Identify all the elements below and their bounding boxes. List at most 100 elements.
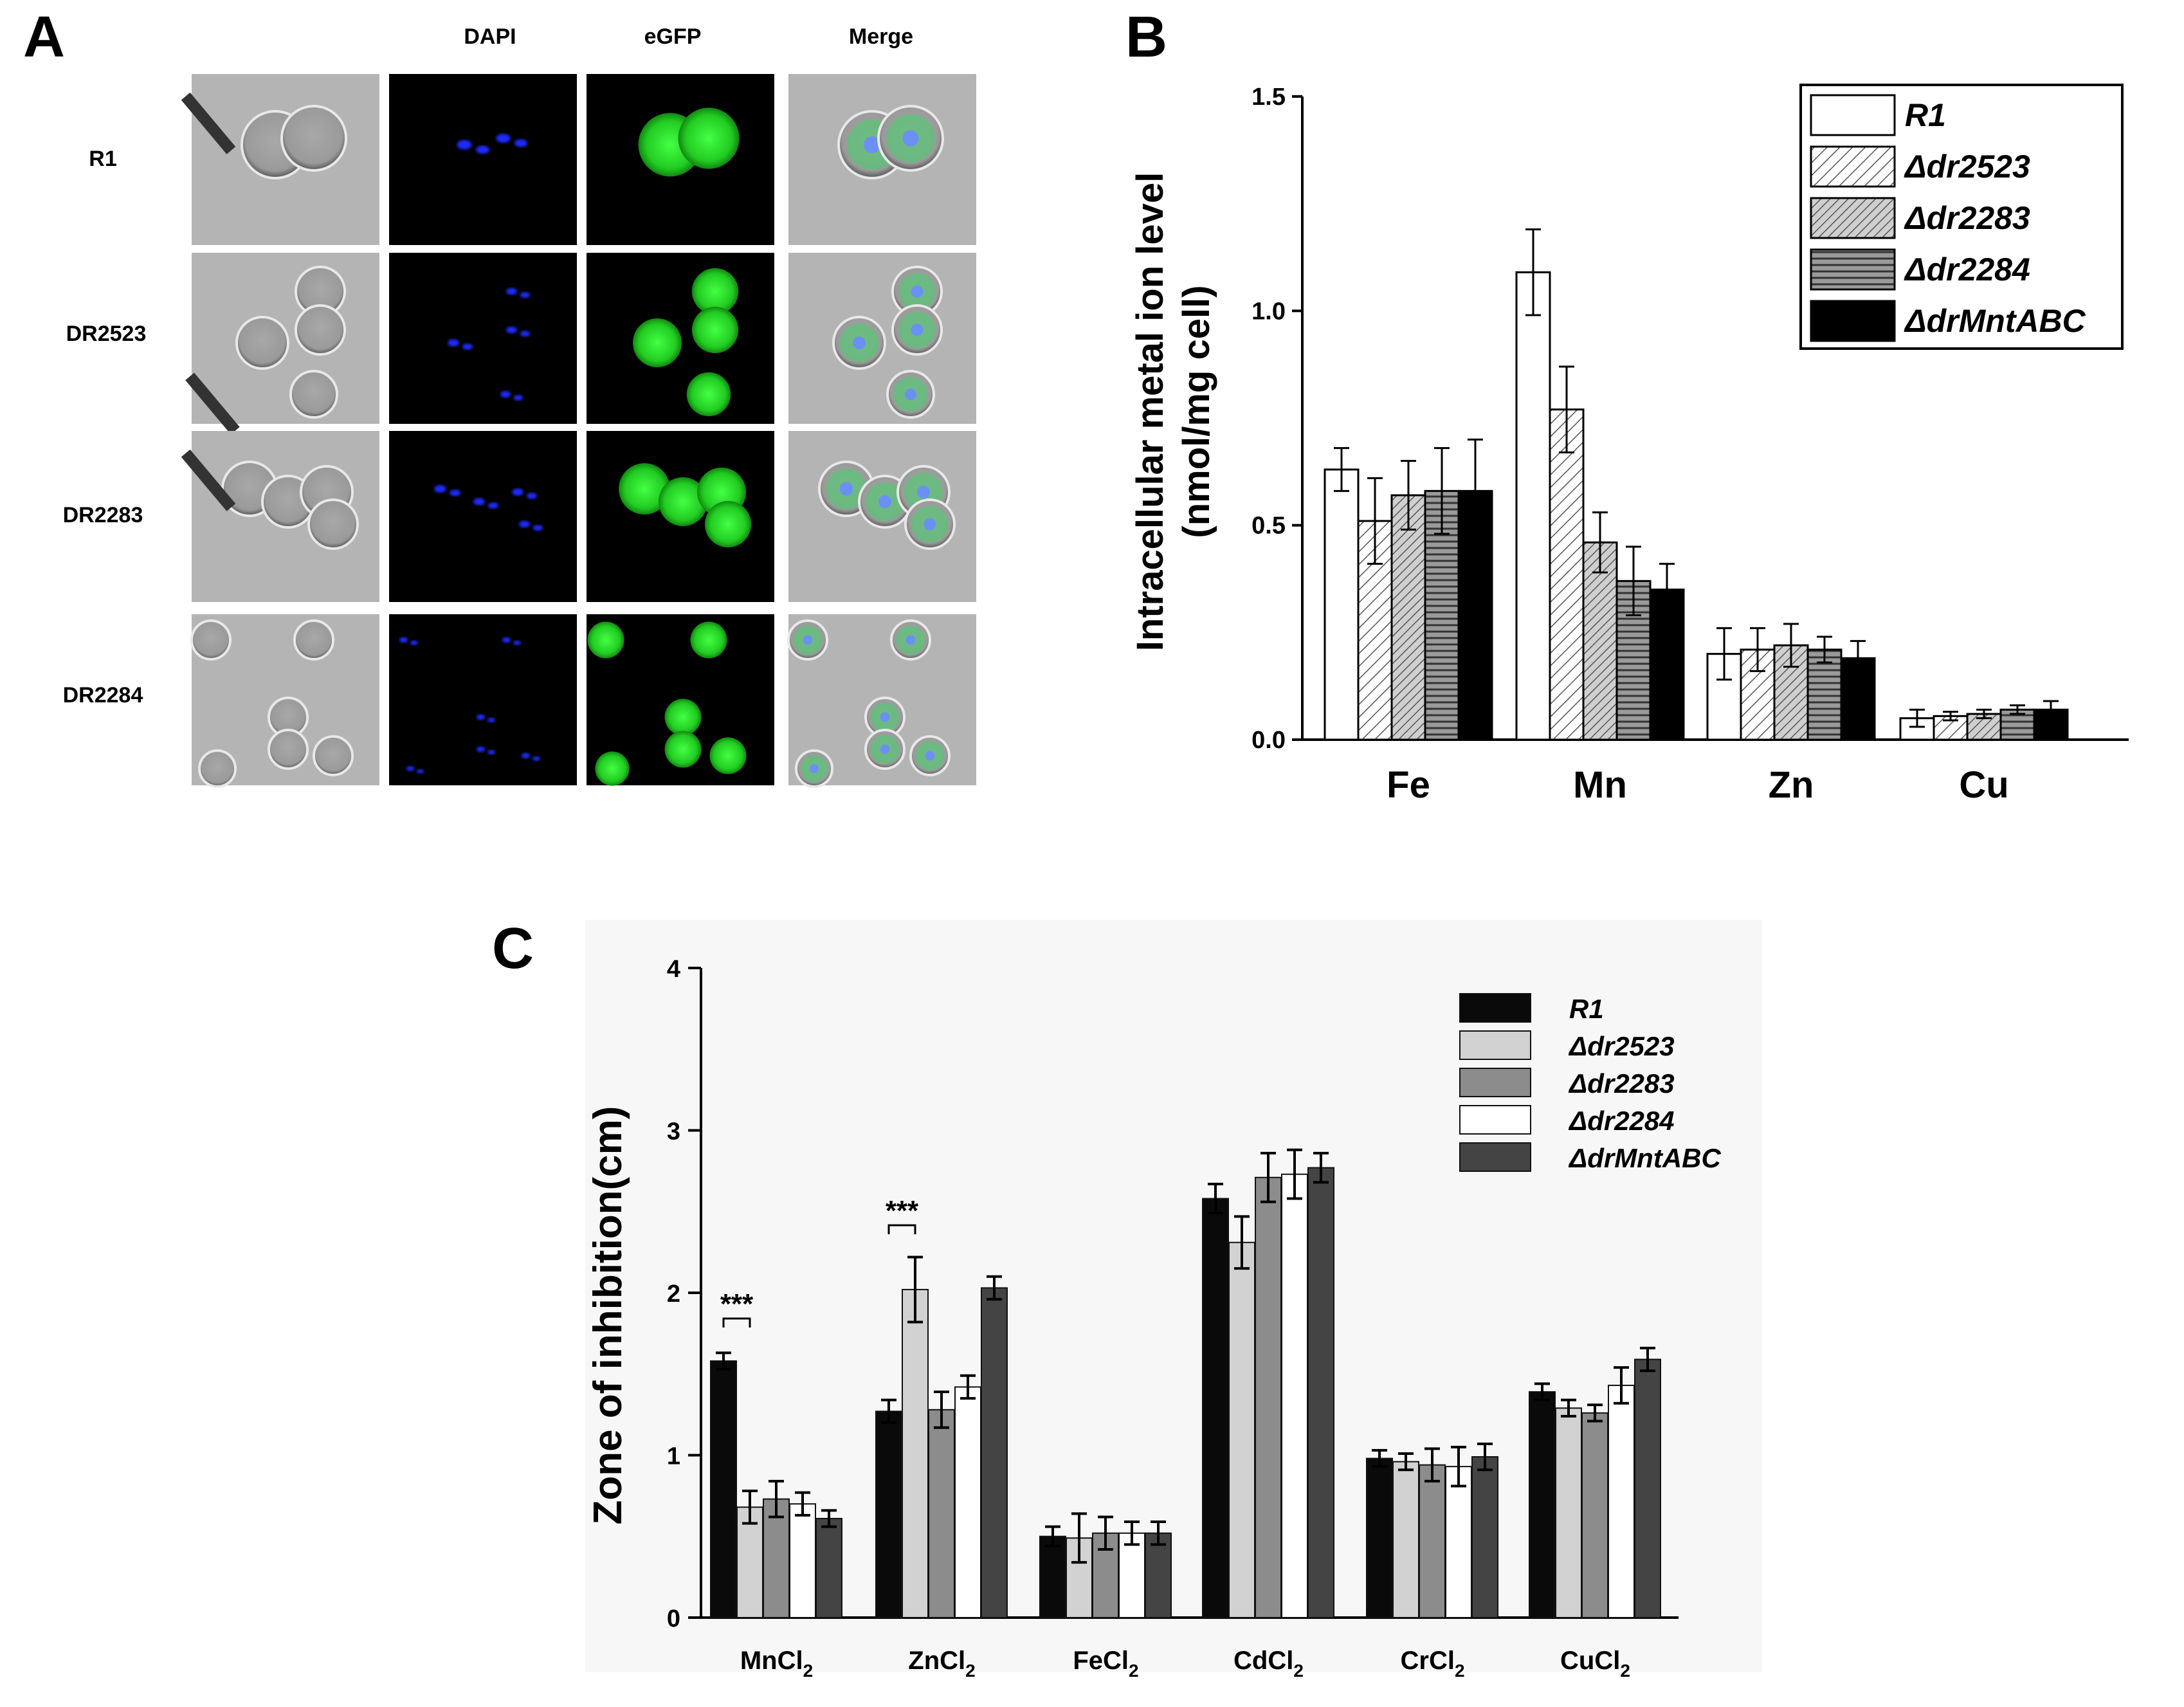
row-label-r1: R1 xyxy=(89,147,116,171)
panel-c-bar xyxy=(1118,1532,1145,1618)
panel-c: C Zone of inhibition(cm) 0 1 2 3 4 MnCl2 ZnCl2… xyxy=(492,917,1762,1681)
nucleoid-dapi xyxy=(513,395,523,401)
panel-b-y-tick-label: 1.5 xyxy=(1251,84,1286,111)
nucleoid-dapi xyxy=(399,637,408,643)
panel-c-y-tick-label: 0 xyxy=(667,1605,680,1632)
cell-merge-nucleus xyxy=(911,324,924,336)
panel-c-category-subscript: 2 xyxy=(1129,1661,1139,1681)
nucleoid-dapi xyxy=(527,493,537,499)
panel-b-legend: R1 Δdr2523 Δdr2283 Δdr2284 ΔdrMntABC xyxy=(1799,84,2124,350)
micrograph-egfp xyxy=(587,253,774,424)
cell-merge-nucleus xyxy=(925,751,935,761)
panel-c-significance-bracket xyxy=(722,1317,751,1328)
panel-c-category-subscript: 2 xyxy=(1620,1661,1630,1681)
panel-c-category-label: MnCl2 xyxy=(740,1647,813,1681)
micrograph-dapi xyxy=(389,614,577,785)
panel-c-bar xyxy=(1392,1461,1419,1619)
column-header-egfp: eGFP xyxy=(644,24,702,49)
nucleoid-dapi xyxy=(532,756,540,762)
micrograph-frame xyxy=(389,74,577,245)
panel-c-bar xyxy=(1634,1358,1661,1618)
panel-c-legend-swatch xyxy=(1459,1142,1531,1172)
cell-egfp xyxy=(664,698,702,736)
panel-c-legend: R1 Δdr2523 Δdr2283 Δdr2284 ΔdrMntABC xyxy=(1459,993,1721,1173)
panel-c-category-label: CuCl2 xyxy=(1560,1647,1630,1681)
panel-b: B Intracellular metal ion level (nmol/mg… xyxy=(1125,5,2129,806)
nucleoid-dapi xyxy=(448,339,459,347)
cell-outline xyxy=(289,370,338,419)
panel-c-bar xyxy=(1419,1464,1446,1618)
panel-c-legend-label: Δdr2523 xyxy=(1568,1031,1675,1061)
cell-egfp xyxy=(686,372,731,417)
panel-c-y-tick-label: 2 xyxy=(667,1281,680,1308)
nucleoid-dapi xyxy=(457,140,472,150)
cell-egfp xyxy=(709,737,747,774)
panel-c-bar xyxy=(1581,1412,1608,1619)
micrograph-dapi xyxy=(389,431,577,602)
nucleoid-dapi xyxy=(406,766,415,771)
cell-egfp xyxy=(664,731,702,768)
panel-b-ylabel-line1: Intracellular metal ion level xyxy=(1129,172,1171,652)
nucleoid-dapi xyxy=(450,489,460,497)
nucleoid-dapi xyxy=(512,488,523,496)
panel-c-category-subscript: 2 xyxy=(1455,1661,1465,1681)
panel-c-bar xyxy=(1471,1456,1498,1618)
panel-b-bar xyxy=(1549,408,1585,741)
nucleoid-dapi xyxy=(476,714,486,720)
cell-merge-nucleus xyxy=(924,518,936,531)
panel-c-bar xyxy=(1555,1407,1582,1618)
panel-b-category-label: Zn xyxy=(1769,764,1814,806)
debris-streak xyxy=(185,372,240,435)
panel-b-ylabel-line2: (nmol/mg cell) xyxy=(1176,285,1217,538)
panel-c-y-tick-label: 1 xyxy=(667,1443,680,1470)
panel-c-legend-label: Δdr2283 xyxy=(1568,1068,1675,1099)
cell-merge-nucleus xyxy=(905,388,916,400)
panel-b-y-tick-label: 0.5 xyxy=(1251,513,1286,540)
panel-c-bar xyxy=(1366,1457,1393,1619)
cell-merge-nucleus xyxy=(864,136,880,153)
cell-merge-nucleus xyxy=(880,712,890,722)
nucleoid-dapi xyxy=(462,343,473,350)
cell-merge-nucleus xyxy=(917,486,930,498)
nucleoid-dapi xyxy=(473,498,485,506)
cell-outline xyxy=(268,729,309,770)
nucleoid-dapi xyxy=(532,525,543,531)
micrograph-frame xyxy=(389,253,577,424)
micrograph-merge xyxy=(787,614,976,788)
cell-egfp xyxy=(587,621,624,659)
panel-b-legend-swatch xyxy=(1810,300,1896,342)
cell-merge-nucleus xyxy=(839,482,853,496)
panel-c-bar xyxy=(710,1360,737,1619)
nucleoid-dapi xyxy=(487,749,495,755)
panel-b-category-label: Mn xyxy=(1573,764,1627,806)
micrograph-egfp xyxy=(587,431,774,602)
debris-streak xyxy=(181,449,236,511)
nucleoid-dapi xyxy=(506,288,517,295)
panel-b-y-tick-label: 0.0 xyxy=(1251,727,1286,754)
cell-outline xyxy=(198,749,237,788)
panel-b-category-label: Fe xyxy=(1387,764,1430,806)
cell-outline xyxy=(307,498,359,550)
column-header-merge: Merge xyxy=(849,24,913,49)
cell-egfp xyxy=(595,751,630,786)
panel-c-bar xyxy=(981,1287,1008,1619)
panel-b-legend-label: Δdr2284 xyxy=(1904,251,2030,288)
nucleoid-dapi xyxy=(520,292,531,298)
panel-c-bar xyxy=(736,1506,763,1619)
row-label-dr2283: DR2283 xyxy=(63,503,143,527)
cell-egfp xyxy=(619,463,670,515)
panel-b-legend-swatch xyxy=(1810,94,1896,136)
panel-b-legend-label: Δdr2283 xyxy=(1904,200,2030,236)
cell-merge-nucleus xyxy=(905,635,916,645)
micrograph-dapi xyxy=(389,74,577,245)
nucleoid-dapi xyxy=(520,331,531,337)
debris-streak xyxy=(181,92,236,154)
cell-egfp xyxy=(691,306,739,354)
panel-c-category-subscript: 2 xyxy=(965,1661,976,1681)
cell-egfp xyxy=(691,268,739,315)
panel-c-legend-label: Δdr2284 xyxy=(1568,1106,1675,1136)
panel-c-ylabel: Zone of inhibition(cm) xyxy=(586,1106,630,1525)
panel-c-bar xyxy=(1281,1173,1308,1619)
cell-merge-nucleus xyxy=(878,495,891,508)
